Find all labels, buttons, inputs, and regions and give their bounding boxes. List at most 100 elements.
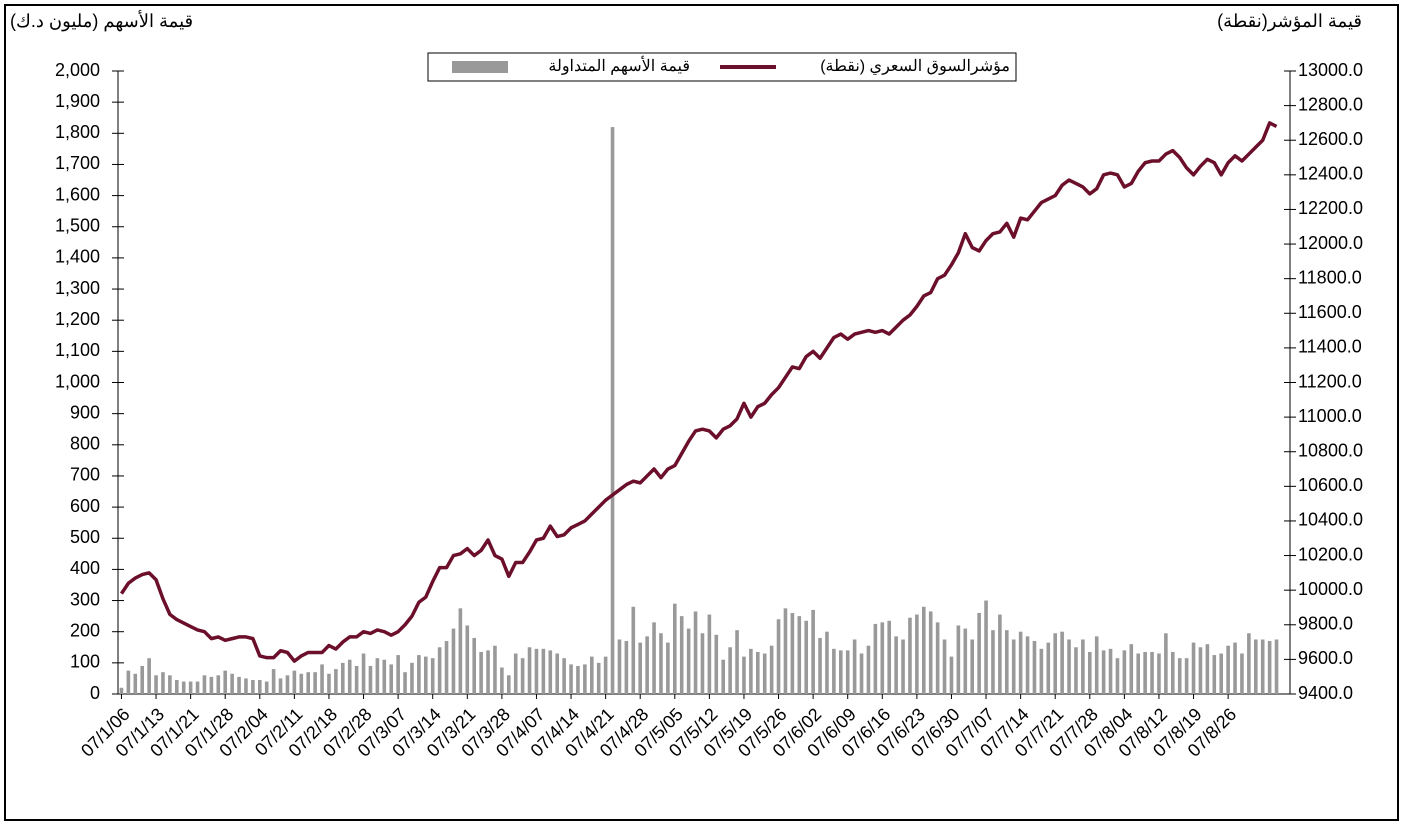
y2-tick-label: 10400.0 <box>1298 510 1363 530</box>
bar <box>949 656 954 694</box>
bar <box>230 673 234 694</box>
bar <box>251 679 255 694</box>
bar <box>790 613 795 694</box>
bar <box>327 673 331 694</box>
bar <box>216 675 221 694</box>
bar <box>534 648 539 694</box>
bar <box>762 653 767 694</box>
bar <box>354 665 359 694</box>
bar <box>908 617 912 694</box>
bar <box>1267 641 1272 694</box>
bar <box>1191 642 1196 694</box>
bar <box>735 630 739 694</box>
bar <box>147 658 151 694</box>
bar <box>832 648 836 694</box>
bar <box>686 628 691 694</box>
bar <box>576 665 580 694</box>
bar <box>292 670 297 694</box>
bar <box>693 611 698 694</box>
y-tick-label: 1,900 <box>55 91 100 111</box>
bar <box>389 664 394 694</box>
y-axis-title: قيمة الأسهم (مليون د.ك) <box>10 9 193 32</box>
bar <box>596 662 601 694</box>
bar <box>1108 648 1113 694</box>
y-tick-label: 1,700 <box>55 153 100 173</box>
bar <box>119 687 124 694</box>
y2-tick-label: 10800.0 <box>1298 440 1363 460</box>
bar <box>1157 653 1161 694</box>
bar <box>797 616 802 694</box>
y2-tick-label: 11000.0 <box>1298 406 1362 426</box>
legend-label: مؤشرالسوق السعري (نقطة) <box>820 58 1010 75</box>
y-tick-label: 100 <box>70 652 100 672</box>
bar <box>838 650 843 694</box>
bar <box>1101 650 1106 694</box>
y2-axis-title: قيمة المؤشر(نقطة) <box>1217 11 1362 32</box>
y-tick-label: 200 <box>70 620 100 640</box>
bar <box>1136 653 1141 694</box>
bar <box>1094 636 1099 694</box>
bar <box>1122 650 1127 694</box>
bar <box>714 634 719 694</box>
bar <box>631 606 636 694</box>
bar <box>306 672 311 694</box>
y-tick-label: 1,200 <box>55 309 100 329</box>
bar <box>451 628 456 694</box>
bar <box>652 622 656 694</box>
y-tick-label: 300 <box>70 589 100 609</box>
y2-tick-label: 11200.0 <box>1298 371 1362 391</box>
bar <box>154 675 158 694</box>
bar <box>437 647 442 694</box>
bar <box>223 670 228 694</box>
bar <box>984 600 988 694</box>
bar <box>430 658 435 694</box>
y2-tick-label: 13000.0 <box>1298 60 1363 80</box>
bar <box>859 653 864 694</box>
bar <box>202 675 207 694</box>
bar <box>458 608 463 694</box>
bar <box>174 679 179 694</box>
bar <box>617 639 622 694</box>
bar <box>624 641 629 694</box>
bar <box>1074 647 1078 694</box>
bar <box>569 664 573 694</box>
bar <box>901 639 905 694</box>
bar <box>195 681 200 694</box>
bar <box>583 664 587 694</box>
bar <box>1067 639 1071 694</box>
bar <box>375 658 380 694</box>
bar <box>776 619 781 694</box>
bar <box>811 609 815 694</box>
bar <box>679 616 684 694</box>
bar <box>1081 639 1085 694</box>
bar <box>1004 630 1009 694</box>
bar <box>818 637 822 694</box>
y2-tick-label: 11600.0 <box>1298 302 1362 322</box>
bar <box>977 613 981 694</box>
bar <box>991 630 995 694</box>
y2-tick-label: 12800.0 <box>1298 94 1363 114</box>
y-tick-label: 1,300 <box>55 278 100 298</box>
bar <box>334 669 338 694</box>
bar <box>1170 651 1175 694</box>
bar <box>589 656 594 694</box>
bar <box>140 665 145 694</box>
bar <box>915 614 919 694</box>
bar <box>666 642 670 694</box>
y2-tick-label: 12600.0 <box>1298 129 1363 149</box>
bar <box>361 653 366 694</box>
bar <box>1143 651 1147 694</box>
y2-tick-label: 9600.0 <box>1298 648 1353 668</box>
bar <box>209 676 214 694</box>
bar <box>935 622 940 694</box>
y2-tick-label: 9800.0 <box>1298 614 1353 634</box>
bar <box>887 620 892 694</box>
bar <box>1233 642 1237 694</box>
bar <box>313 672 317 694</box>
y2-tick-label: 10000.0 <box>1298 579 1363 599</box>
bar <box>659 633 663 694</box>
legend-swatch <box>452 61 508 73</box>
bar <box>1046 642 1051 694</box>
bar <box>320 664 324 694</box>
y-tick-label: 0 <box>90 683 100 703</box>
